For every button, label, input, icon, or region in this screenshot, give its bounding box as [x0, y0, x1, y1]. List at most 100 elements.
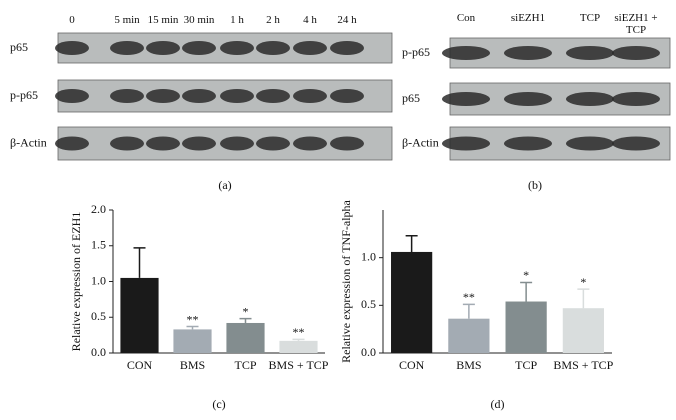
y-tick-label: 0.0	[361, 345, 376, 359]
significance: **	[293, 325, 305, 339]
row-label: p65	[10, 40, 28, 54]
y-tick-label: 2.0	[91, 202, 106, 216]
y-axis-label: Relative expression of TNF-alpha	[339, 199, 353, 362]
blot-band	[182, 136, 216, 151]
column-label: 30 min	[183, 14, 215, 26]
blot-band	[220, 136, 254, 151]
bar	[391, 251, 433, 353]
error-bar	[405, 234, 418, 252]
column-label: 1 h	[230, 14, 244, 26]
blot-band	[55, 41, 89, 55]
blot-band	[256, 41, 290, 55]
blot-band	[330, 41, 364, 55]
error-bar	[462, 303, 475, 319]
column-label: 2 h	[266, 14, 280, 26]
blot-band	[110, 136, 144, 151]
y-tick-label: 1.0	[361, 249, 376, 263]
blot-band	[504, 92, 552, 106]
blot-band	[612, 46, 660, 60]
blot-band	[55, 89, 89, 103]
y-tick-label: 1.5	[91, 238, 106, 252]
row-label: β-Actin	[402, 135, 439, 149]
column-label: siEZH1 + TCP	[614, 12, 658, 36]
blot-band	[293, 136, 327, 151]
blot-band	[504, 136, 552, 151]
significance: *	[523, 268, 529, 282]
significance: **	[187, 312, 199, 326]
significance: *	[580, 275, 586, 289]
column-label: 4 h	[303, 14, 317, 26]
panel-caption: (a)	[218, 178, 231, 192]
panel-caption: (d)	[491, 397, 505, 411]
blot-band	[442, 46, 490, 60]
error-bar	[239, 317, 252, 323]
blot-band	[293, 41, 327, 55]
blot-band	[330, 89, 364, 103]
y-tick-label: 0.5	[91, 309, 106, 323]
blot-band	[146, 41, 180, 55]
blot-band	[330, 136, 364, 151]
bar	[448, 318, 490, 353]
bar	[562, 308, 604, 353]
blot-band	[566, 136, 614, 151]
blot-band	[612, 92, 660, 106]
y-tick-label: 0.0	[91, 345, 106, 359]
blot-band	[293, 89, 327, 103]
row-label: p-p65	[402, 45, 430, 59]
significance: **	[463, 290, 475, 304]
column-label: 0	[69, 14, 75, 26]
blot-band	[612, 136, 660, 151]
blot-band	[566, 46, 614, 60]
y-tick-label: 1.0	[91, 273, 106, 287]
column-label: siEZH1	[510, 12, 546, 24]
panel-caption: (c)	[212, 397, 225, 411]
row-label: p-p65	[10, 88, 38, 102]
x-tick-label: BMS	[180, 358, 205, 372]
error-bar	[577, 288, 590, 309]
blot-band	[110, 41, 144, 55]
error-bar	[292, 338, 305, 341]
blot-band	[442, 92, 490, 106]
column-label: 15 min	[147, 14, 179, 26]
x-tick-label: BMS + TCP	[553, 358, 613, 372]
blot-band	[256, 89, 290, 103]
blot-band	[256, 136, 290, 151]
bar	[226, 322, 265, 353]
blot-band	[110, 89, 144, 103]
x-tick-label: TCP	[234, 358, 256, 372]
column-label: Con	[456, 12, 476, 24]
blot-band	[504, 46, 552, 60]
x-tick-label: CON	[399, 358, 425, 372]
blot-band	[442, 136, 490, 151]
x-tick-label: CON	[127, 358, 153, 372]
y-tick-label: 0.5	[361, 297, 376, 311]
significance: *	[243, 304, 249, 318]
row-label: β-Actin	[10, 135, 47, 149]
bar	[173, 329, 212, 353]
x-tick-label: BMS + TCP	[269, 358, 329, 372]
error-bar	[133, 247, 146, 278]
blot-band	[146, 136, 180, 151]
bar	[279, 340, 318, 353]
y-axis-label: Relative expression of EZH1	[69, 212, 83, 352]
blot-band	[220, 41, 254, 55]
x-tick-label: BMS	[456, 358, 481, 372]
panel-caption: (b)	[528, 178, 542, 192]
error-bar	[186, 325, 199, 330]
blot-band	[182, 41, 216, 55]
blot-band	[566, 92, 614, 106]
blot-band	[220, 89, 254, 103]
blot-band	[146, 89, 180, 103]
column-label: 24 h	[337, 14, 357, 26]
x-tick-label: TCP	[515, 358, 537, 372]
error-bar	[520, 281, 533, 302]
column-label: TCP	[579, 12, 601, 24]
blot-band	[182, 89, 216, 103]
bar	[505, 301, 547, 353]
row-label: p65	[402, 91, 420, 105]
column-label: 5 min	[114, 14, 140, 26]
bar	[120, 277, 159, 353]
blot-band	[55, 136, 89, 151]
